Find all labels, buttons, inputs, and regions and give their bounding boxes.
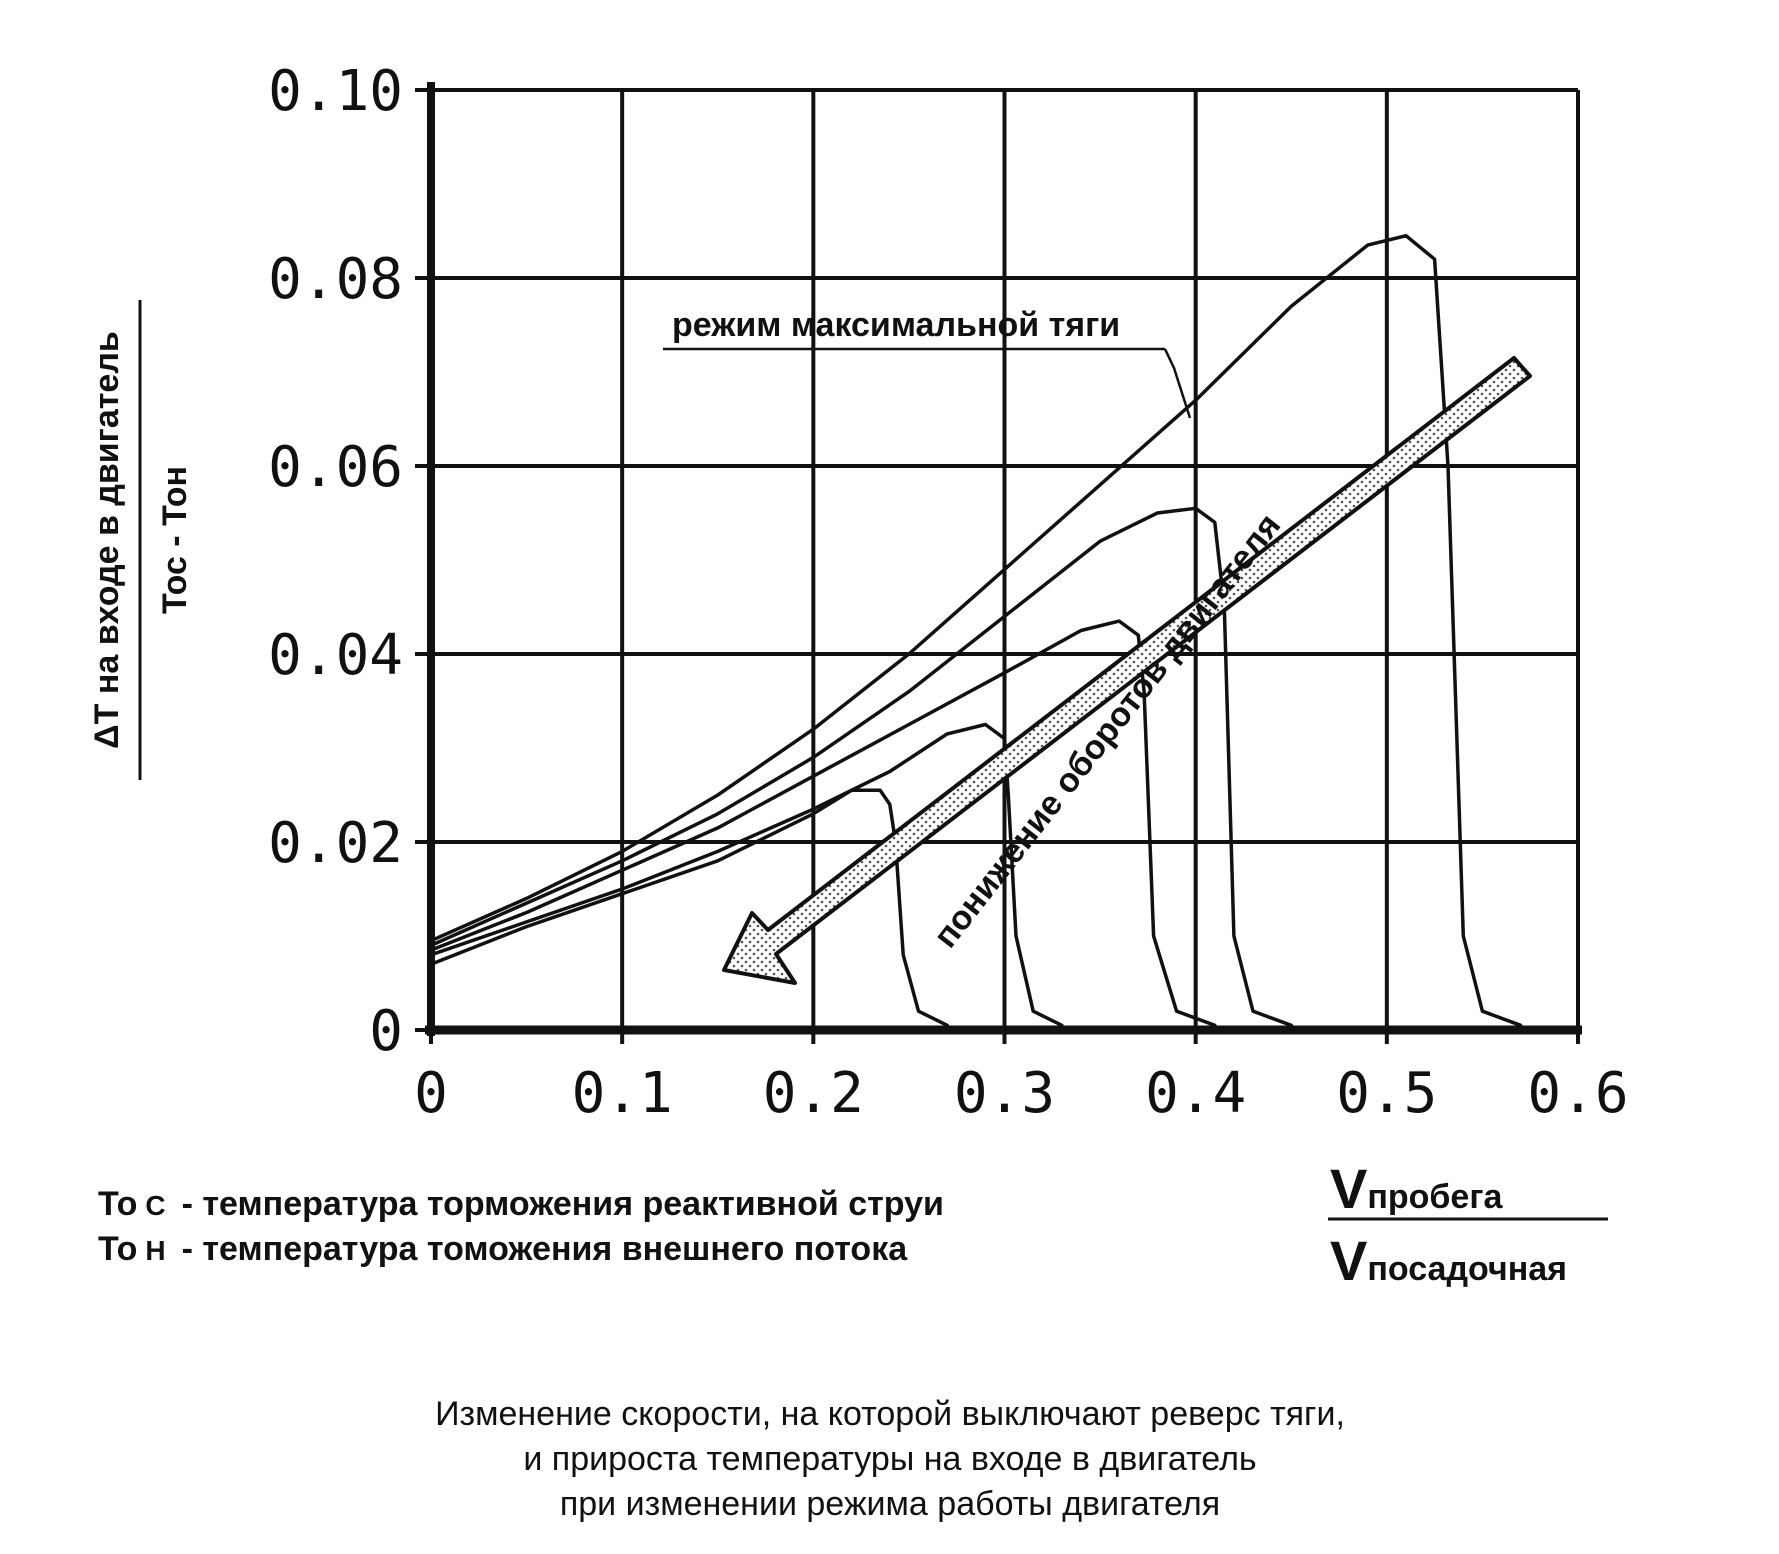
x-tick-label-4: 0.4 xyxy=(1145,1061,1246,1126)
series-line-5 xyxy=(429,788,949,1028)
caption-line-3: при изменении режима работы двигателя xyxy=(560,1485,1220,1523)
x-tick-label-3: 0.3 xyxy=(954,1061,1055,1126)
series-line-2 xyxy=(429,506,1294,1028)
max-thrust-leader xyxy=(1163,348,1192,419)
x-tick-label-0: 0 xyxy=(414,1061,448,1126)
y-tick-label-0: 0 xyxy=(369,999,403,1064)
y-axis-label-denominator: Тос - Тон xyxy=(156,466,194,614)
legend-line-2: То Н - температура томожения внешнего пото… xyxy=(98,1230,908,1268)
series-line-4 xyxy=(429,722,1064,1028)
series-group xyxy=(429,233,1523,1028)
x-axis-label: Vпробега Vпосадочная xyxy=(1328,1157,1608,1292)
y-tick-label-5: 0.10 xyxy=(268,59,403,124)
y-tick-label-3: 0.06 xyxy=(268,435,403,500)
series-line-3 xyxy=(429,619,1217,1028)
x-axis-label-numerator: Vпробега xyxy=(1330,1157,1504,1220)
y-tick-label-2: 0.04 xyxy=(268,623,403,688)
grid xyxy=(431,88,1580,1030)
caption-line-1: Изменение скорости, на которой выключают… xyxy=(435,1395,1345,1433)
x-axis-label-denominator: Vпосадочная xyxy=(1330,1229,1567,1292)
y-axis-label: ΔT на входе в двигатель Тос - Тон xyxy=(88,300,194,780)
y-tick-label-1: 0.02 xyxy=(268,811,403,876)
legend-line-1: То С - температура торможения реактивной с… xyxy=(98,1185,944,1223)
rpm-decrease-arrow-shape xyxy=(722,356,1532,985)
rpm-decrease-arrow xyxy=(722,356,1532,985)
x-tick-label-2: 0.2 xyxy=(763,1061,864,1126)
caption: Изменение скорости, на которой выключают… xyxy=(435,1395,1345,1523)
x-tick-label-1: 0.1 xyxy=(572,1061,673,1126)
legend: То С - температура торможения реактивной с… xyxy=(98,1185,944,1268)
y-axis-label-numerator: ΔT на входе в двигатель xyxy=(88,331,126,749)
x-tick-label-5: 0.5 xyxy=(1336,1061,1437,1126)
x-tick-label-6: 0.6 xyxy=(1527,1061,1628,1126)
y-tick-label-4: 0.08 xyxy=(268,247,403,312)
max-thrust-label: режим максимальной тяги xyxy=(672,306,1120,344)
caption-line-2: и прироста температуры на входе в двигат… xyxy=(523,1440,1256,1478)
axes: 0 0.1 0.2 0.3 0.4 0.5 0.6 0 0.02 0.04 0.06 0.08 0.10 xyxy=(268,59,1628,1126)
series-line-1 xyxy=(429,233,1523,1028)
